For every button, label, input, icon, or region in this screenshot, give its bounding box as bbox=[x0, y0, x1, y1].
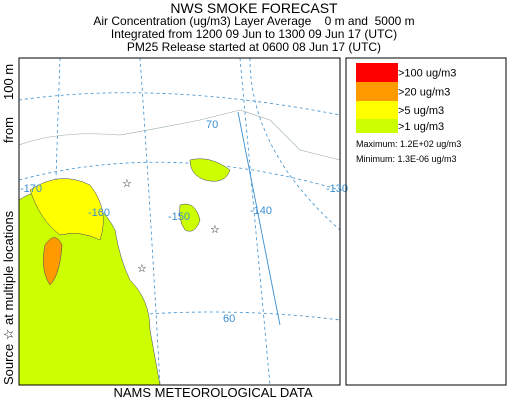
legend: >100 ug/m3 >20 ug/m3 >5 ug/m3 >1 ug/m3 Maxi… bbox=[345, 57, 507, 386]
subtitle: Integrated from 1200 09 Jun to 1300 09 J… bbox=[111, 27, 397, 41]
title: NWS SMOKE FORECAST bbox=[170, 0, 338, 16]
grid-label: -160 bbox=[88, 207, 110, 219]
legend-max: Maximum: 1.2E+02 ug/m3 bbox=[356, 139, 461, 149]
legend-label: >5 ug/m3 bbox=[398, 105, 444, 117]
legend-min: Minimum: 1.3E-06 ug/m3 bbox=[356, 154, 457, 164]
side-label-part: 100 m bbox=[1, 64, 16, 100]
map: ☆ ☆ ☆ 70 -170 -160 -150 -140 -130 60 bbox=[18, 57, 348, 386]
grid-label: -140 bbox=[250, 205, 272, 217]
grid-label: -150 bbox=[168, 211, 190, 223]
footer: NAMS METEOROLOGICAL DATA bbox=[113, 385, 312, 400]
side-label-part: at multiple locations bbox=[1, 210, 16, 325]
legend-label: >100 ug/m3 bbox=[398, 68, 456, 80]
side-label-part: from bbox=[1, 117, 16, 143]
side-label: Source ☆ at multiple locations from 100 … bbox=[1, 64, 16, 385]
legend-swatch bbox=[356, 119, 398, 133]
grid-label: 70 bbox=[206, 119, 218, 131]
grid-label: -130 bbox=[326, 183, 348, 195]
grid-label: -170 bbox=[20, 183, 42, 195]
svg-text:☆: ☆ bbox=[137, 263, 147, 275]
side-label-part: Source ☆ bbox=[1, 329, 16, 385]
legend-label: >20 ug/m3 bbox=[398, 87, 450, 99]
svg-text:☆: ☆ bbox=[122, 178, 132, 190]
svg-text:☆: ☆ bbox=[210, 224, 220, 236]
subtitle: Air Concentration (ug/m3) Layer Average … bbox=[93, 14, 414, 28]
legend-swatch bbox=[356, 101, 398, 119]
legend-label: >1 ug/m3 bbox=[398, 121, 444, 133]
subtitle: PM25 Release started at 0600 08 Jun 17 (… bbox=[127, 40, 381, 54]
grid-label: 60 bbox=[223, 313, 235, 325]
legend-swatch bbox=[356, 82, 398, 101]
legend-swatch bbox=[356, 63, 398, 82]
